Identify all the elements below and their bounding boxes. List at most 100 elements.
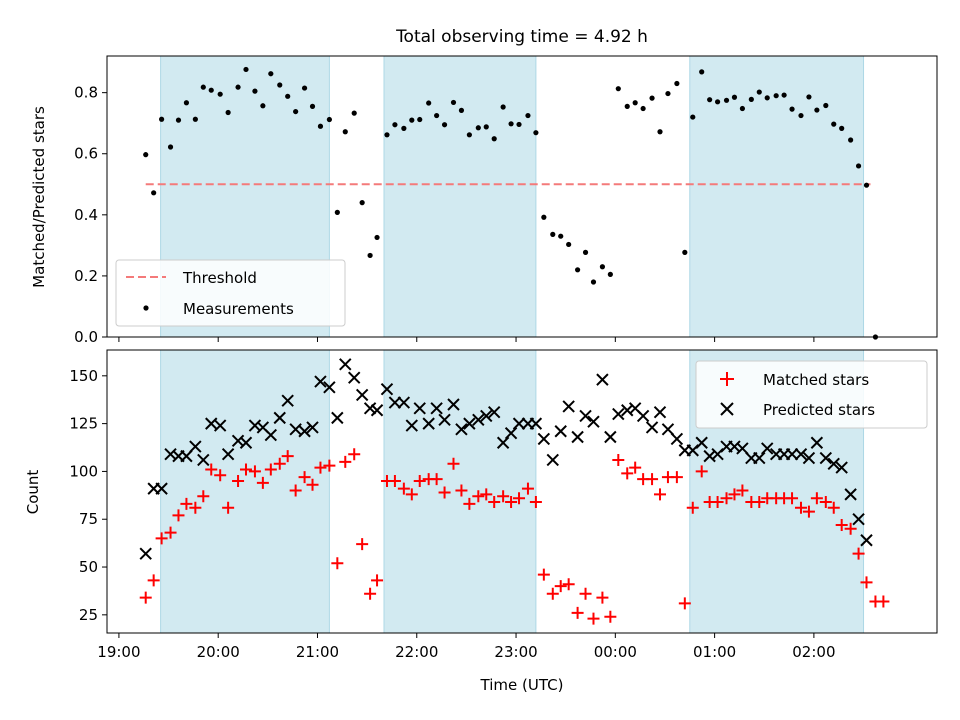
measurement-point <box>781 92 787 98</box>
matched-point <box>604 610 617 623</box>
predicted-point <box>239 436 253 449</box>
predicted-point <box>645 421 659 434</box>
bottom-legend-box <box>695 360 928 429</box>
top-y-tick-label: 0.4 <box>74 206 98 224</box>
legend-measurements-swatch <box>143 305 149 311</box>
predicted-point <box>670 432 684 446</box>
predicted-point <box>139 547 152 560</box>
measurement-point <box>632 100 638 106</box>
x-tick-label: 22:00 <box>395 643 438 661</box>
measurement-point <box>566 241 572 248</box>
measurement-point <box>326 116 332 123</box>
predicted-point <box>785 448 799 461</box>
measurement-point <box>806 94 812 100</box>
measurement-point <box>301 85 308 91</box>
matched-point <box>720 492 733 505</box>
measurement-point <box>707 97 713 103</box>
measurement-point <box>500 104 506 110</box>
predicted-point <box>529 417 543 430</box>
predicted-point <box>819 451 833 465</box>
matched-point <box>248 465 261 478</box>
predicted-point <box>653 405 667 419</box>
predicted-point <box>422 417 435 430</box>
measurement-point <box>714 99 721 105</box>
measurement-point <box>516 121 522 128</box>
measurement-point <box>374 234 380 241</box>
predicted-point <box>281 394 294 407</box>
matched-point <box>810 492 823 505</box>
measurement-point <box>748 96 754 102</box>
matched-point <box>364 587 377 600</box>
x-tick-label: 20:00 <box>197 643 240 661</box>
measurement-point <box>450 99 457 106</box>
matched-point <box>155 532 168 545</box>
measurement-point <box>367 252 373 259</box>
measurement-point <box>409 117 415 123</box>
measurement-point <box>831 121 837 127</box>
matched-point <box>529 496 542 509</box>
matched-point <box>172 509 185 522</box>
matched-point <box>455 484 468 497</box>
measurement-point <box>392 122 398 128</box>
measurement-point <box>252 88 258 94</box>
predicted-point <box>802 451 816 465</box>
top-shaded-span <box>383 55 537 338</box>
measurement-point <box>607 271 613 277</box>
predicted-point <box>447 398 460 411</box>
matched-point <box>289 484 302 497</box>
measurement-point <box>699 69 705 75</box>
bottom-legend: Matched stars Predicted stars <box>695 360 928 429</box>
measurement-point <box>550 231 556 237</box>
predicted-point <box>455 423 468 436</box>
matched-point <box>371 574 384 587</box>
matched-point <box>794 501 807 514</box>
matched-point <box>546 587 559 600</box>
predicted-point <box>213 419 227 432</box>
measurement-point <box>525 112 531 119</box>
predicted-point <box>180 449 193 463</box>
predicted-point <box>264 428 278 442</box>
measurement-point <box>764 95 770 101</box>
top-y-tick-label: 0.0 <box>74 328 98 346</box>
bottom-panel: 19:00 20:00 21:00 22:00 23:00 00:00 01:00 02:00… <box>24 349 938 694</box>
matched-point <box>753 496 766 509</box>
measurement-point <box>143 152 149 158</box>
predicted-point <box>596 373 609 386</box>
predicted-point <box>438 413 451 427</box>
bottom-y-ticks: 25 50 75 100 125 150 <box>69 367 107 624</box>
top-legend-box <box>115 259 346 327</box>
measurement-point <box>690 114 696 120</box>
predicted-point <box>604 430 617 444</box>
predicted-point <box>472 413 485 427</box>
matched-point <box>339 455 352 468</box>
matched-point <box>164 526 177 539</box>
measurement-point <box>434 112 440 119</box>
predicted-point <box>314 375 327 388</box>
measurement-point <box>491 136 497 142</box>
chart-title: Total observing time = 4.92 h <box>395 27 648 47</box>
measurement-point <box>243 66 249 73</box>
top-legend: Threshold Measurements <box>115 259 346 327</box>
matched-point <box>298 471 311 484</box>
predicted-point <box>636 409 650 423</box>
predicted-point <box>504 426 518 440</box>
predicted-point <box>579 409 592 423</box>
measurement-point <box>533 130 539 136</box>
top-axes-frame <box>106 55 938 338</box>
measurement-point <box>739 105 746 112</box>
measurement-point <box>309 103 316 109</box>
predicted-point <box>323 381 336 394</box>
bottom-y-tick-label: 75 <box>79 510 98 528</box>
measurement-point <box>723 97 730 103</box>
predicted-point <box>463 417 476 430</box>
top-panel: 0.00.20.40.60.8 Matched/Predicted stars … <box>30 55 938 346</box>
predicted-point <box>835 461 848 474</box>
bottom-y-tick-label: 125 <box>69 415 98 433</box>
predicted-point <box>155 482 168 495</box>
predicted-point <box>487 405 501 419</box>
predicted-point <box>348 371 361 384</box>
predicted-point <box>794 448 808 461</box>
matched-point <box>447 457 460 470</box>
matched-point <box>139 591 152 604</box>
matched-point <box>587 612 600 625</box>
